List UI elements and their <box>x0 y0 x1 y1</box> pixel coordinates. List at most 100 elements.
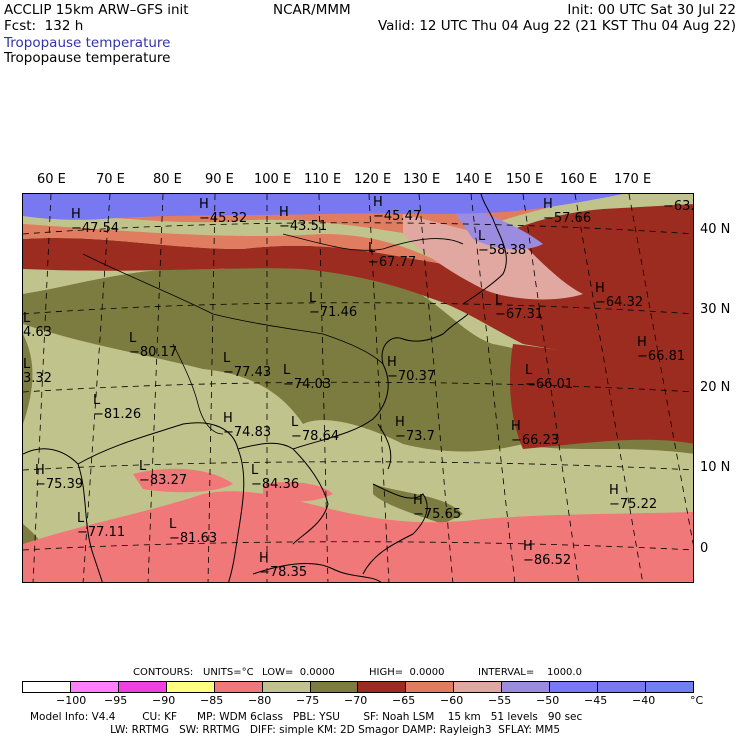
field-title: Tropopause temperature <box>4 50 171 66</box>
legend-swatch <box>262 682 311 692</box>
contour-label: L −67.77 <box>368 241 417 270</box>
contour-label: L 3.32 <box>23 357 52 386</box>
legend-tick-label: −75 <box>296 694 320 707</box>
coastline <box>292 333 444 450</box>
legend-tick-label: −65 <box>392 694 416 707</box>
contour-label: H −78.35 <box>259 551 308 580</box>
contour-label: H −70.37 <box>387 355 436 384</box>
contour-label: H −73.7 <box>395 415 435 444</box>
legend-tick-label: −50 <box>536 694 560 707</box>
tropopause-temperature-map: H −47.54 H −45.32 H −43.51 H −45.47 H −57.66 … <box>22 193 694 583</box>
field-region <box>403 214 583 300</box>
coastline <box>23 448 103 582</box>
lon-label: 160 E <box>560 172 598 187</box>
model-info-line2: LW: RRTMG SW: RRTMG DIFF: simple KM: 2D … <box>30 724 561 736</box>
contour-label: H −64.32 <box>595 281 644 310</box>
legend-swatch <box>166 682 215 692</box>
legend-tick-label: −90 <box>152 694 176 707</box>
coastline <box>377 423 392 470</box>
contour-label: −63. <box>663 199 694 214</box>
contour-label: L −71.46 <box>309 291 358 320</box>
legend-tick-label: −55 <box>488 694 512 707</box>
country-border <box>172 343 224 435</box>
lat-label: 30 N <box>700 302 731 317</box>
legend-swatch <box>358 682 407 692</box>
contour-label: L −78.64 <box>291 415 340 444</box>
contour-label: H −75.39 <box>35 463 84 492</box>
legend-swatch <box>550 682 599 692</box>
legend-tick-label: −40 <box>632 694 656 707</box>
contour-label: H −43.51 <box>279 205 328 234</box>
field-region <box>133 468 233 493</box>
model-title: ACCLIP 15km ARW–GFS init <box>4 2 189 18</box>
legend-swatch <box>23 682 71 692</box>
country-border <box>82 253 384 365</box>
coastline <box>77 422 245 582</box>
contour-label: L −77.43 <box>223 351 272 380</box>
interval-label: INTERVAL= 1000.0 <box>478 667 582 678</box>
legend-swatch <box>598 682 646 692</box>
field-region <box>263 482 333 502</box>
contour-label: L −80.17 <box>129 331 178 360</box>
field-region <box>453 204 543 250</box>
field-region <box>23 334 33 424</box>
model-info-line1: Model Info: V4.4 CU: KF MP: WDM 6class P… <box>30 711 583 723</box>
contour-label: H −66.81 <box>637 335 686 364</box>
coastline <box>252 563 382 582</box>
field-region <box>23 194 443 264</box>
contour-label: H −74.83 <box>223 411 272 440</box>
legend-swatch <box>70 682 119 692</box>
lon-label: 150 E <box>506 172 544 187</box>
org-label: NCAR/MMM <box>273 2 351 18</box>
grid-line <box>23 541 693 551</box>
forecast-hour: Fcst: 132 h <box>4 18 84 34</box>
high-label: HIGH= 0.0000 <box>369 667 445 678</box>
map-field <box>23 194 693 582</box>
contour-label: L −84.36 <box>251 463 300 492</box>
low-label: LOW= 0.0000 <box>262 667 335 678</box>
legend-tick-label: −60 <box>440 694 464 707</box>
grid-line <box>23 381 693 393</box>
contour-label: L −77.11 <box>77 511 126 540</box>
contours-label: CONTOURS: <box>133 667 194 678</box>
field-region <box>23 491 693 582</box>
lon-label: 120 E <box>354 172 392 187</box>
lon-label: 70 E <box>96 172 125 187</box>
contour-label: L −66.01 <box>525 363 574 392</box>
legend-swatch <box>454 682 503 692</box>
legend-unit: °C <box>690 694 704 707</box>
contour-label: H −75.22 <box>609 483 658 512</box>
contour-label: H −45.32 <box>199 197 248 226</box>
init-time: Init: 00 UTC Sat 30 Jul 22 <box>567 2 736 18</box>
contour-label: L −81.26 <box>93 393 142 422</box>
legend-swatch <box>645 682 693 692</box>
contour-label: H −75.65 <box>413 493 462 522</box>
contour-label: H −45.47 <box>373 195 422 224</box>
legend-tick-label: −70 <box>344 694 368 707</box>
legend-tick-label: −100 <box>56 694 87 707</box>
contour-label: L −81.63 <box>169 517 218 546</box>
contour-label: L −83.27 <box>139 459 188 488</box>
contour-label: L 4.63 <box>23 311 52 340</box>
lon-label: 140 E <box>455 172 493 187</box>
legend-swatch <box>214 682 263 692</box>
grid-line <box>23 222 693 235</box>
legend-swatch <box>310 682 359 692</box>
contour-label: H −66.23 <box>511 419 560 448</box>
legend-swatch <box>118 682 167 692</box>
coastline <box>362 483 428 575</box>
grid-line <box>23 461 693 471</box>
field-region <box>23 194 623 220</box>
contour-label: L −67.31 <box>495 293 544 322</box>
contour-label: L −58.38 <box>478 229 527 258</box>
country-border <box>282 233 464 251</box>
legend-tick-label: −80 <box>248 694 272 707</box>
lon-label: 110 E <box>304 172 342 187</box>
lon-label: 170 E <box>614 172 652 187</box>
lon-label: 130 E <box>403 172 441 187</box>
legend-swatch <box>406 682 455 692</box>
lat-label: 40 N <box>700 222 731 237</box>
lat-label: 20 N <box>700 380 731 395</box>
lon-label: 60 E <box>37 172 66 187</box>
units-label: UNITS=°C <box>203 667 254 678</box>
